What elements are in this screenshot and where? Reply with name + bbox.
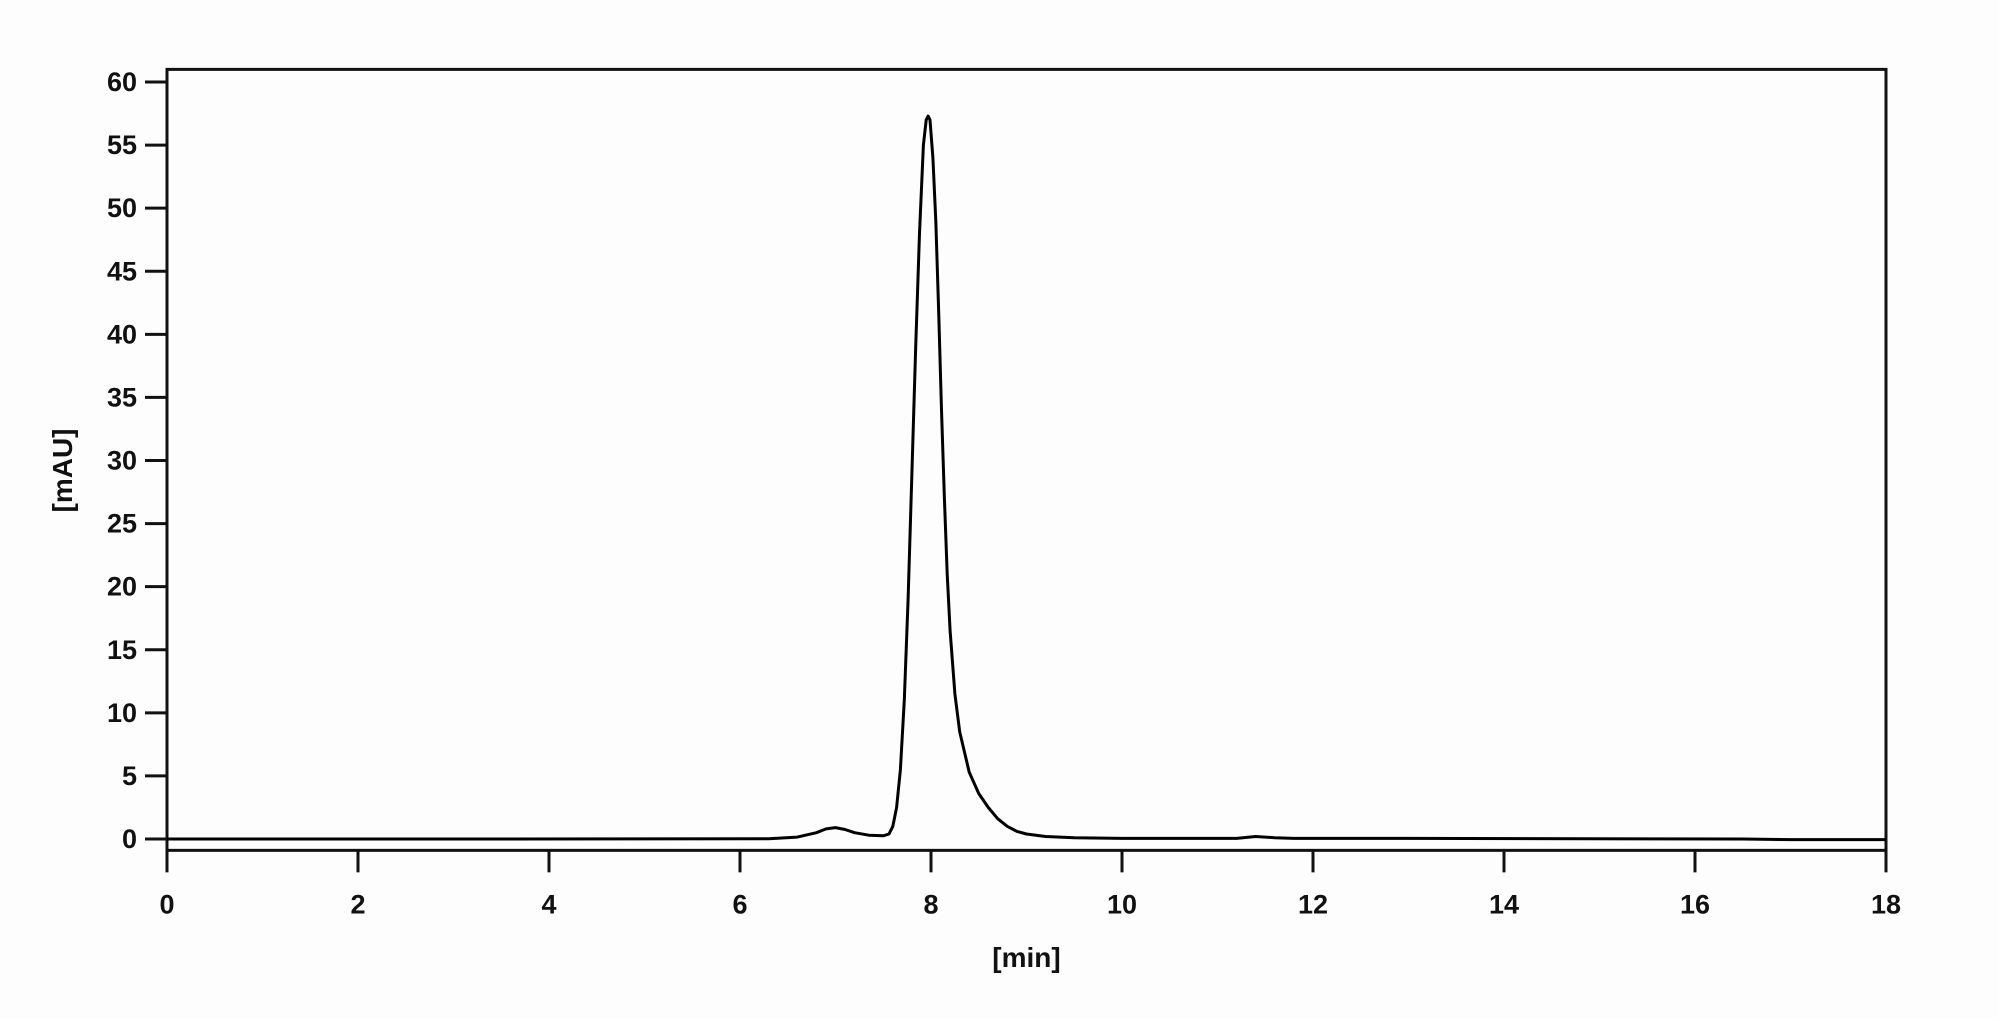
y-tick-label: 5 [122, 761, 137, 791]
x-tick-label: 8 [923, 889, 938, 919]
x-tick-label: 2 [350, 889, 365, 919]
y-tick-label: 45 [107, 256, 137, 286]
x-tick-label: 16 [1680, 889, 1710, 919]
x-tick-label: 18 [1871, 889, 1901, 919]
plot-frame [165, 67, 1888, 852]
x-tick-label: 6 [732, 889, 747, 919]
y-tick-label: 35 [107, 382, 137, 412]
x-tick-label: 14 [1489, 889, 1519, 919]
y-tick-label: 40 [107, 319, 137, 349]
x-tick-label: 10 [1107, 889, 1137, 919]
y-tick-label: 30 [107, 446, 137, 476]
y-tick-label: 15 [107, 635, 137, 665]
x-axis-label: [min] [992, 942, 1060, 973]
y-axis: 0 5 10 15 20 25 30 35 40 45 50 55 60 [107, 67, 167, 854]
x-tick-label: 0 [159, 889, 174, 919]
y-tick-label: 0 [122, 824, 137, 854]
series-line [167, 114, 1886, 842]
x-axis: 0 2 4 6 8 10 12 14 16 18 [159, 850, 1901, 919]
y-tick-label: 20 [107, 572, 137, 602]
y-tick-label: 50 [107, 193, 137, 223]
y-tick-label: 60 [107, 67, 137, 97]
y-axis-label: [mAU] [47, 429, 78, 513]
x-tick-label: 4 [541, 889, 556, 919]
x-tick-label: 12 [1298, 889, 1328, 919]
y-tick-label: 10 [107, 698, 137, 728]
y-tick-label: 55 [107, 130, 137, 160]
y-tick-label: 25 [107, 509, 137, 539]
